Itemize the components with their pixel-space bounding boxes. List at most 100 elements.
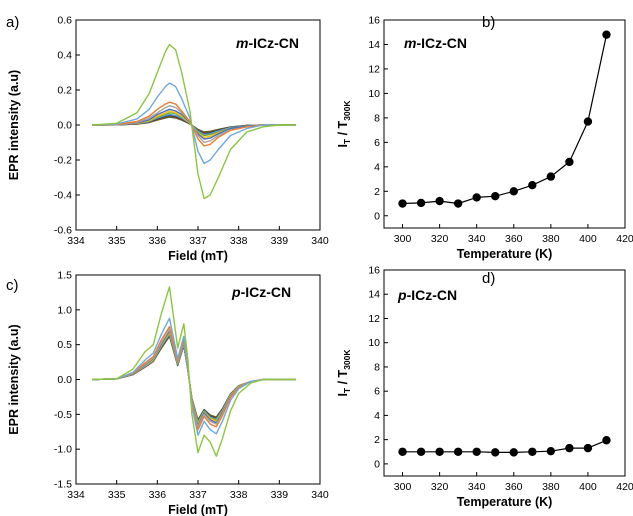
y-tick-label: 6: [374, 137, 380, 149]
sample-annotation: p-ICz-CN: [231, 284, 291, 300]
panel-label: b): [482, 14, 495, 31]
x-tick-label: 338: [230, 489, 248, 501]
data-point: [583, 443, 593, 453]
y-tick-label: -0.6: [54, 225, 72, 237]
series-line-1: [92, 286, 296, 457]
y-axis-title: EPR intensity (a.u): [7, 324, 21, 434]
y-tick-label: 14: [368, 39, 380, 51]
data-point: [602, 436, 611, 445]
data-point: [398, 447, 407, 456]
x-tick-label: 300: [394, 233, 412, 245]
data-point: [416, 198, 426, 208]
panel-a: 334 335 336 337 338 339 340 -0.6 -0.4 -0.2 0.0 0.2 0…: [6, 14, 329, 263]
data-point: [453, 199, 463, 208]
panel-label: a): [6, 14, 19, 31]
data-point: [565, 443, 574, 453]
data-point: [602, 30, 611, 39]
y-tick-label: 6: [374, 386, 380, 398]
x-tick-label: 335: [108, 235, 126, 247]
x-tick-label: 420: [616, 481, 633, 493]
y-tick-label: 14: [368, 289, 380, 301]
x-tick-label: 400: [579, 481, 597, 493]
y-tick-label: 0.4: [57, 50, 72, 62]
y-axis-title: IT / T300K: [336, 100, 352, 148]
y-tick-label: 2: [374, 186, 380, 198]
y-tick-label: 2: [374, 434, 380, 446]
series-line-1: [402, 34, 608, 205]
x-tick-label: 339: [271, 235, 289, 247]
plot-frame: [383, 19, 626, 229]
data-point: [416, 447, 426, 456]
series-line-2: [92, 317, 296, 436]
x-tick-label: 339: [271, 489, 289, 501]
x-tick-label: 340: [468, 233, 486, 245]
data-point: [583, 117, 593, 126]
data-point: [453, 447, 463, 456]
x-tick-label: 336: [149, 489, 167, 501]
y-tick-label: 12: [368, 313, 380, 325]
y-tick-label: -0.5: [54, 409, 72, 421]
y-tick-label: -0.4: [54, 190, 72, 202]
y-tick-label: 0.2: [57, 85, 72, 97]
x-tick-label: 320: [431, 481, 449, 493]
data-point: [435, 196, 444, 206]
data-point: [491, 448, 500, 457]
x-tick-label: 300: [394, 481, 412, 493]
x-tick-label: 400: [579, 233, 597, 245]
panel-label: d): [482, 270, 495, 287]
y-axis-title: IT / T300K: [336, 349, 352, 397]
series-line-3: [92, 101, 296, 147]
x-axis-title: Field (mT): [168, 503, 228, 516]
x-axis-title: Temperature (K): [457, 495, 553, 509]
data-point: [491, 191, 500, 201]
y-tick-label: 10: [368, 337, 380, 349]
x-tick-label: 380: [542, 481, 560, 493]
x-tick-label: 334: [67, 489, 85, 501]
data-point: [565, 157, 574, 167]
x-tick-label: 340: [311, 235, 329, 247]
panel-d: 300 320 340 360 380 400 420 0 2 4 6 8 10 12 14 16 Temper…: [336, 265, 633, 510]
y-tick-label: 16: [368, 15, 380, 27]
x-tick-label: 320: [431, 233, 449, 245]
y-tick-label: 12: [368, 63, 380, 75]
x-tick-label: 380: [542, 233, 560, 245]
x-tick-label: 360: [505, 481, 523, 493]
x-tick-label: 338: [230, 235, 248, 247]
x-tick-label: 337: [189, 489, 207, 501]
data-point: [472, 447, 481, 456]
data-point: [509, 187, 518, 196]
data-point: [398, 199, 407, 208]
y-tick-label: -0.2: [54, 155, 72, 167]
x-tick-label: 335: [108, 489, 126, 501]
x-axis-title: Field (mT): [168, 249, 228, 263]
sample-annotation: m-ICz-CN: [236, 35, 299, 51]
y-tick-label: 16: [368, 265, 380, 277]
y-tick-label: 1.0: [57, 304, 72, 316]
data-point: [528, 447, 537, 456]
y-tick-label: 0.5: [57, 339, 72, 351]
y-tick-label: 8: [374, 112, 380, 124]
x-tick-label: 334: [67, 235, 85, 247]
x-tick-label: 340: [468, 481, 486, 493]
y-tick-label: 0: [374, 210, 380, 222]
y-tick-label: 4: [374, 161, 380, 173]
sample-annotation: p-ICz-CN: [397, 287, 457, 303]
y-tick-label: 1.5: [57, 270, 72, 282]
panel-b: 300 320 340 360 380 400 420 0 2 4 6 8 10 12 14 16 Temper…: [336, 14, 633, 261]
panel-c: 334 335 336 337 338 339 340 -1.5 -1.0 -0.5 0.0 0.5 1…: [6, 270, 329, 516]
data-point: [528, 180, 537, 190]
y-tick-label: 0: [374, 458, 380, 470]
x-tick-label: 360: [505, 233, 523, 245]
series-line-1: [402, 439, 607, 453]
data-point: [435, 447, 444, 456]
plot-frame: [383, 269, 626, 477]
x-tick-label: 420: [616, 233, 633, 245]
data-point: [472, 193, 481, 202]
y-axis-title: EPR intensity (a.u): [7, 70, 21, 180]
y-tick-label: 10: [368, 88, 380, 100]
x-tick-label: 337: [189, 235, 207, 247]
y-tick-label: 0.0: [57, 120, 72, 132]
series-line-1: [92, 43, 296, 200]
series-line-2: [92, 82, 296, 165]
